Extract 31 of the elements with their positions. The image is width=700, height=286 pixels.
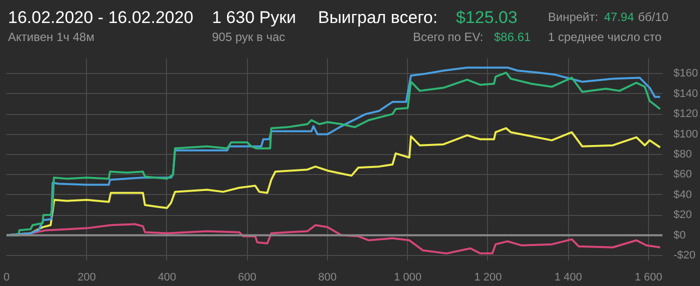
text: 1 630 Руки bbox=[212, 7, 296, 29]
x-tick-label: 1 600 bbox=[634, 272, 662, 284]
text: $86.61 bbox=[494, 29, 531, 46]
y-tick-label: $0 bbox=[674, 229, 686, 242]
text: Всего по EV: bbox=[413, 29, 484, 46]
x-tick-label: 1 400 bbox=[554, 272, 582, 284]
y-tick-label: $100 bbox=[674, 128, 698, 140]
y-tick-label: -$20 bbox=[674, 249, 696, 262]
y-tick-label: $120 bbox=[674, 108, 698, 120]
x-tick-label: 1 000 bbox=[394, 272, 422, 284]
x-tick-label: 200 bbox=[78, 272, 96, 284]
text: Активен 1ч 48м bbox=[8, 29, 94, 46]
y-tick-label: $60 bbox=[674, 168, 692, 181]
y-tick-label: $40 bbox=[674, 188, 692, 201]
text: Выиграл всего: bbox=[318, 7, 438, 29]
text: 47.94 bbox=[604, 9, 634, 26]
y-tick-label: $20 bbox=[674, 209, 692, 222]
text: бб/10 bbox=[638, 9, 668, 26]
x-tick-label: 800 bbox=[318, 272, 337, 284]
text: $125.03 bbox=[456, 7, 518, 29]
y-tick-label: $80 bbox=[674, 148, 692, 160]
text: 1 среднее число сто bbox=[548, 29, 662, 46]
text: 16.02.2020 - 16.02.2020 bbox=[8, 7, 194, 29]
x-tick-label: 0 bbox=[3, 272, 10, 284]
text: 905 рук в час bbox=[212, 29, 286, 46]
y-tick-label: $140 bbox=[674, 88, 698, 100]
x-tick-label: 400 bbox=[158, 272, 176, 284]
x-tick-label: 1 200 bbox=[474, 272, 502, 284]
y-tick-label: $160 bbox=[674, 68, 698, 80]
x-tick-label: 600 bbox=[238, 272, 256, 284]
text: Винрейт: bbox=[548, 9, 598, 26]
